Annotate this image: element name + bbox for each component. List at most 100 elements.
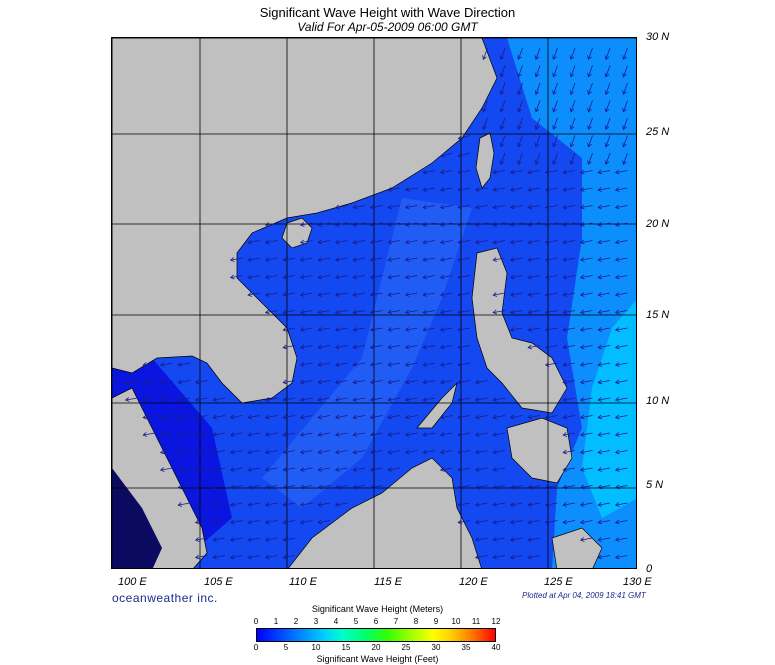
wave-arrow-head [247,467,253,472]
wave-arrow [580,222,593,226]
wave-arrow [388,292,401,296]
wave-arrow [458,485,471,488]
plotted-timestamp: Plotted at Apr 04, 2009 18:41 GMT [522,591,646,600]
wave-arrow [213,502,226,506]
wave-arrow [318,310,331,313]
wave-arrow-head [509,222,515,227]
wave-arrow-head [527,309,533,315]
wave-arrow [598,310,611,313]
wave-arrow [475,432,488,436]
wave-arrow [265,467,278,471]
wave-arrow [615,380,628,383]
wave-arrow [335,222,348,226]
legend-feet-tick: 30 [431,643,441,652]
wave-arrow [370,240,383,243]
wave-arrow [598,345,611,348]
wave-arrow [518,100,523,112]
wave-arrow [580,485,593,488]
wave-arrow [615,415,628,418]
wave-arrow-head [457,222,463,227]
wave-arrow [178,362,191,366]
wave-arrow [353,345,366,348]
wave-arrow-head [457,362,463,367]
lon-label-120: 120 E [459,576,488,588]
wave-arrow [300,345,313,348]
wave-arrow [605,100,611,112]
legend-meters-tick: 12 [491,617,501,626]
wave-arrow-head [387,187,393,192]
wave-arrow-head [439,432,445,437]
wave-arrow-head [229,274,235,280]
wave-arrow [318,502,331,506]
wave-arrow [143,380,156,383]
wave-arrow-head [597,204,603,210]
wave-arrow [195,555,208,558]
wave-arrow [423,310,436,313]
wave-arrow [588,100,593,112]
legend-title-meters: Significant Wave Height (Meters) [311,604,444,614]
wave-arrow [405,345,418,348]
wave-arrow [388,450,401,453]
wave-arrow-head [569,125,575,131]
wave-arrow-head [552,125,557,131]
wave-arrow [195,380,208,383]
lat-label-10: 10 N [646,395,670,407]
wave-arrow [283,555,296,558]
wave-arrow-head [552,55,557,61]
wave-arrow-head [492,414,498,420]
wave-arrow [283,520,296,523]
wave-arrow-head [614,344,620,350]
wave-arrow-head [562,397,568,402]
wave-arrow-head [369,257,375,262]
wave-arrow [588,135,593,147]
wave-arrow-head [352,327,358,332]
wave-arrow [248,555,261,558]
wave-arrow-head [142,414,148,420]
wave-arrow-head [622,72,627,78]
wave-arrow [528,205,541,208]
wave-arrow-head [544,362,550,367]
wave-arrow-head [562,204,568,210]
wave-arrow [213,450,226,453]
wave-arrow [598,485,611,488]
wave-arrow-head [509,414,515,420]
wave-arrow [570,100,576,112]
wave-arrow [143,432,156,436]
wave-arrow [493,310,506,313]
wave-arrow-head [509,327,515,332]
wave-arrow-head [422,274,428,280]
wave-arrow-head [387,379,393,385]
wave-arrow [300,240,313,243]
wave-arrow-head [562,362,568,367]
wave-arrow-head [499,55,505,61]
wave-arrow [318,345,331,348]
lon-label-130: 130 E [623,576,652,588]
wave-arrow-head [527,274,533,280]
wave-arrow [510,257,523,261]
wave-arrow-head [387,397,393,402]
legend-feet-tick: 35 [461,643,471,652]
wave-arrow-head [404,432,410,437]
wave-arrow [318,432,331,436]
wave-arrow-head [597,502,603,507]
wave-arrow-head [562,467,568,472]
wave-arrow-head [579,502,585,507]
wave-arrow [475,222,488,226]
wave-arrow-head [282,502,288,507]
wave-arrow [475,415,488,418]
wave-arrow [423,450,436,453]
wave-arrow [518,135,523,147]
wave-arrow-head [499,160,505,166]
wave-arrow [370,345,383,348]
wave-arrow [300,327,313,331]
wave-arrow [615,310,628,313]
wave-arrow [605,47,611,60]
wave-arrow-head [387,222,393,227]
wave-arrow [500,100,506,112]
wave-arrow-head [614,554,620,560]
wave-arrow-head [474,537,480,542]
lon-label-110: 110 E [289,576,317,588]
wave-arrow [300,275,313,278]
wave-arrow-head [159,397,165,402]
wave-arrow-head [369,414,375,420]
